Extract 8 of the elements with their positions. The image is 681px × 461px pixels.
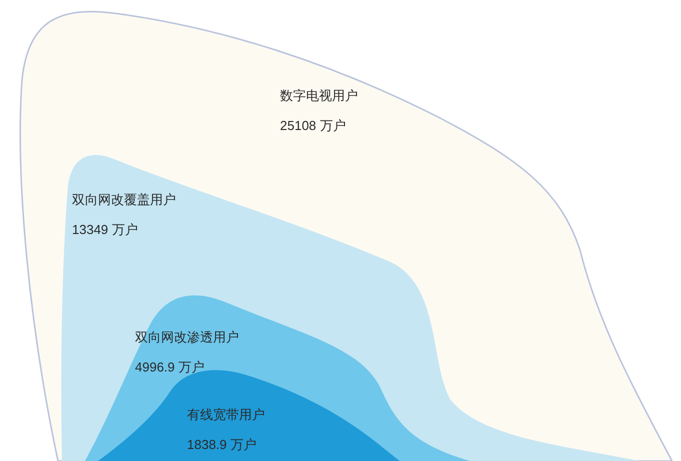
category-label: 有线宽带用户 <box>187 407 265 422</box>
category-label: 双向网改渗透用户 <box>135 330 239 345</box>
category-label: 双向网改覆盖用户 <box>72 192 176 207</box>
data-label: 1838.9 万户 <box>187 437 256 452</box>
data-label: 4996.9 万户 <box>135 360 204 375</box>
data-label: 25108 万户 <box>280 118 346 133</box>
data-label: 13349 万户 <box>72 222 138 237</box>
category-label: 数字电视用户 <box>280 88 358 103</box>
